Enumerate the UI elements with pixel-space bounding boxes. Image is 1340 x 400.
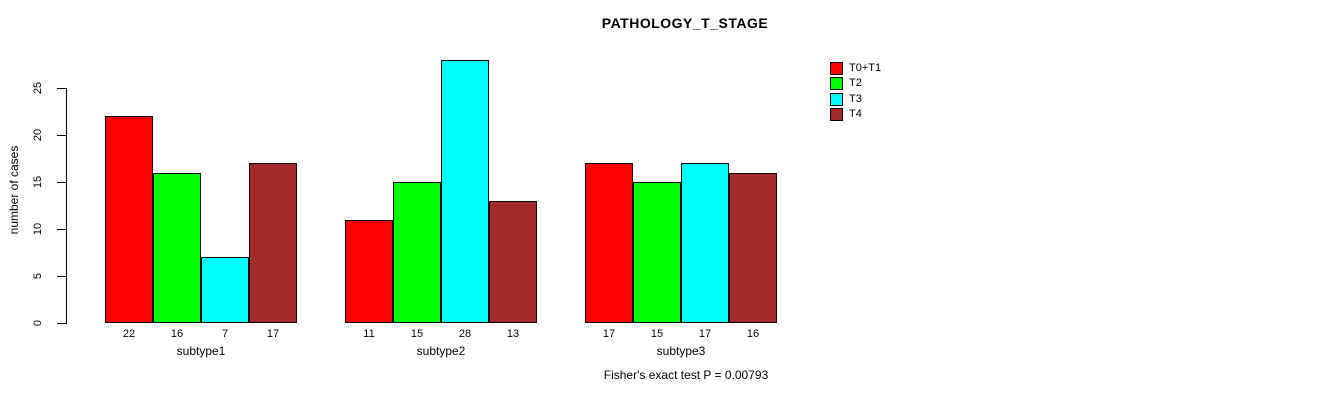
legend-swatch-t3 [830, 92, 843, 106]
y-tick-label: 5 [32, 272, 44, 280]
y-axis-label: number of cases [7, 145, 21, 235]
legend-swatch-t4 [830, 107, 843, 121]
legend-label: T4 [849, 107, 862, 120]
footnote: Fisher's exact test P = 0.00793 [603, 368, 769, 382]
legend-item: T2 [830, 77, 920, 91]
x-category-label: subtype1 [176, 344, 226, 358]
bar-t0-t1-subtype3 [585, 163, 633, 323]
bar-value-label: 13 [506, 328, 520, 340]
chart-title: PATHOLOGY_T_STAGE [601, 15, 769, 31]
bar-t4-subtype1 [249, 163, 297, 323]
y-axis-line [66, 88, 67, 324]
legend-item: T4 [830, 107, 920, 122]
legend-swatch-t0-t1 [830, 62, 843, 75]
bar-value-label: 16 [746, 328, 760, 340]
x-category-label: subtype3 [656, 344, 706, 358]
bar-t3-subtype3 [681, 163, 729, 323]
bar-t0-t1-subtype2 [345, 220, 393, 323]
legend-label: T2 [849, 77, 862, 90]
x-category-label: subtype2 [416, 344, 466, 358]
bar-value-label: 28 [458, 328, 472, 340]
y-tick-mark [57, 276, 66, 277]
y-tick-label: 20 [32, 128, 44, 142]
y-tick-mark [57, 135, 66, 136]
bar-value-label: 16 [170, 328, 184, 340]
bar-value-label: 22 [122, 328, 136, 340]
bar-t3-subtype1 [201, 257, 249, 323]
y-tick-mark [57, 182, 66, 183]
legend-swatch-t2 [830, 77, 843, 91]
bar-value-label: 15 [650, 328, 664, 340]
bar-value-label: 11 [363, 328, 375, 340]
legend-item: T0+T1 [830, 62, 920, 76]
bar-t2-subtype1 [153, 173, 201, 323]
bar-value-label: 7 [221, 328, 229, 340]
bar-t2-subtype3 [633, 182, 681, 323]
y-tick-label: 10 [32, 222, 44, 236]
bar-t4-subtype2 [489, 201, 537, 323]
bar-value-label: 17 [266, 328, 280, 340]
y-tick-mark [57, 88, 66, 89]
y-tick-label: 15 [32, 175, 44, 189]
legend-label: T3 [849, 92, 862, 105]
bar-value-label: 17 [698, 328, 712, 340]
bar-t4-subtype3 [729, 173, 777, 323]
bar-t0-t1-subtype1 [105, 116, 153, 323]
y-tick-label: 0 [32, 319, 44, 327]
y-tick-mark [57, 229, 66, 230]
legend-label: T0+T1 [849, 62, 882, 74]
y-tick-label: 25 [32, 81, 44, 95]
bar-t2-subtype2 [393, 182, 441, 323]
legend-item: T3 [830, 92, 920, 107]
bar-value-label: 17 [602, 328, 616, 340]
bar-t3-subtype2 [441, 60, 489, 323]
bar-value-label: 15 [410, 328, 424, 340]
y-tick-mark [57, 323, 66, 324]
